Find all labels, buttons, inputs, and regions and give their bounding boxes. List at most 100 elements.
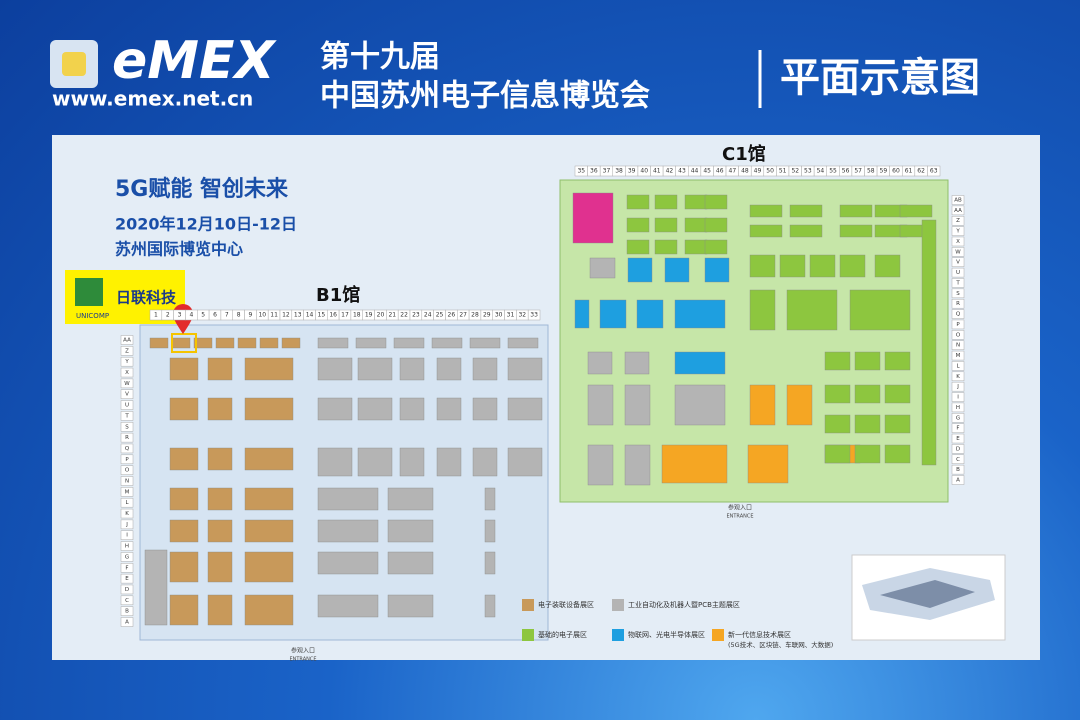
booth [507,397,543,421]
column-number: 8 [237,312,241,319]
booth [789,204,823,218]
row-cell [120,432,134,443]
row-letter: O [956,332,961,338]
booth [654,217,678,233]
column-number: 52 [791,168,799,175]
row-letter: T [955,280,960,286]
booth [587,351,613,375]
row-letter: G [956,415,960,421]
row-letter: E [125,576,129,582]
booth [589,257,616,279]
booth [144,549,168,626]
column-number: 2 [166,312,170,319]
row-letter: B [956,467,960,473]
entrance: 参观入口 [291,647,315,655]
column-number: 63 [930,168,938,175]
row-letter: A [956,478,960,484]
row-letter: R [956,301,960,307]
booth [674,299,726,329]
column-number: 5 [201,312,205,319]
booth [599,299,627,329]
booths [144,192,937,626]
booth [824,384,851,404]
booth [809,254,836,278]
booth [626,239,650,255]
booth [357,357,393,381]
booth [854,351,881,371]
booth [357,397,393,421]
booth [484,487,496,511]
booth [749,254,776,278]
column-number: 6 [213,312,217,319]
column-number: 49 [754,168,762,175]
column-number: 1 [154,312,158,319]
row-cell [951,350,965,361]
booth [472,447,498,477]
url: www.emex.net.cn [52,87,253,111]
row-letter: U [956,270,960,276]
column-number: 23 [412,312,420,319]
booth [207,357,233,381]
column-number: 28 [471,312,479,319]
row-cell [951,402,965,413]
row-letter: M [956,353,961,359]
booth [704,217,728,233]
row-letter: V [125,392,129,398]
column-number: 15 [318,312,326,319]
column-number: 58 [867,168,875,175]
booth [884,414,911,434]
booth [281,337,301,349]
row-letter: H [125,544,129,550]
booth [393,337,425,349]
row-letter: Y [124,359,129,365]
row-cell [951,236,965,247]
booth [472,397,498,421]
row-cell [951,257,965,267]
row-letter: I [126,533,128,539]
booth [654,239,678,255]
row-cell [951,423,965,433]
booth [207,447,233,471]
booth [169,519,199,543]
row-cell [120,617,134,627]
legend-swatch [612,629,624,641]
row-letter: E [956,436,960,442]
row-cell [120,541,134,551]
booth [749,289,776,331]
row-letter: R [125,435,129,441]
column-number: 51 [779,168,787,175]
column-number: 27 [459,312,467,319]
booth [624,351,650,375]
column-number: 32 [518,312,526,319]
booth [399,447,425,477]
booth [839,224,873,238]
row-cell [951,371,965,382]
booth [824,444,851,464]
booth [244,397,294,421]
column-number: 24 [424,312,432,319]
booth [244,357,294,381]
booth [171,337,191,349]
booth [884,351,911,371]
exhibitor-name: 日联科技 [116,289,177,307]
booth [704,257,730,283]
row-cell [951,454,965,465]
column-number: 11 [270,312,278,319]
booth [572,192,614,244]
booth [215,337,235,349]
row-letter: Y [955,229,960,235]
column-number: 29 [483,312,491,319]
row-letter: AB [954,198,962,204]
row-cell [951,215,965,226]
booth [472,357,498,381]
row-letter: L [125,500,129,506]
booth [387,519,434,543]
column-number: 59 [880,168,888,175]
row-cell [120,476,134,486]
column-number: 60 [892,168,900,175]
row-cell [120,367,134,378]
column-number: 25 [436,312,444,319]
column-number: 18 [353,312,361,319]
booth [839,204,873,218]
